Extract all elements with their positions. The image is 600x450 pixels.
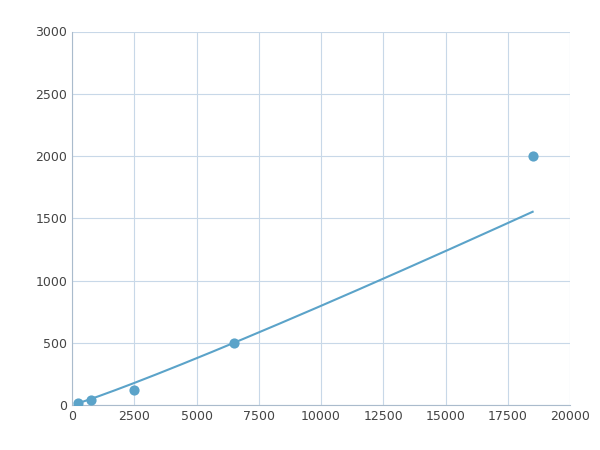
Point bbox=[229, 339, 239, 346]
Point bbox=[73, 399, 83, 406]
Point bbox=[130, 387, 139, 394]
Point bbox=[528, 153, 538, 160]
Point bbox=[86, 396, 95, 404]
